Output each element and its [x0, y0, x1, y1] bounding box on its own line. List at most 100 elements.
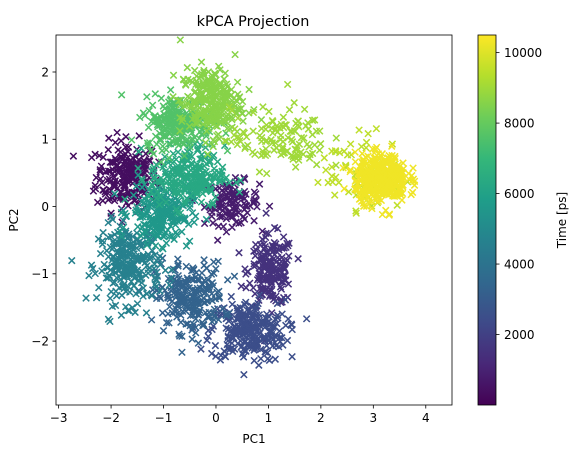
- data-point: [260, 240, 268, 248]
- data-point: [209, 219, 217, 227]
- data-point: [201, 308, 210, 317]
- data-point: [190, 218, 198, 227]
- x-tick-label: 1: [265, 411, 273, 425]
- data-point: [108, 302, 117, 311]
- data-point: [227, 199, 236, 207]
- data-point: [291, 153, 300, 162]
- data-point: [118, 232, 126, 241]
- data-point: [332, 173, 340, 181]
- data-point: [203, 170, 211, 179]
- data-point: [231, 125, 239, 133]
- data-point: [201, 278, 210, 286]
- data-point: [254, 274, 263, 282]
- data-point: [396, 189, 405, 197]
- data-point: [241, 298, 250, 307]
- data-point: [272, 247, 281, 255]
- data-point: [121, 195, 129, 204]
- data-point: [356, 162, 364, 171]
- data-point: [147, 316, 156, 324]
- data-point: [209, 322, 218, 330]
- data-point: [174, 301, 182, 309]
- data-point: [99, 153, 107, 161]
- data-point: [249, 108, 258, 117]
- data-point: [108, 169, 117, 178]
- data-point: [179, 291, 187, 299]
- data-point: [158, 309, 167, 317]
- data-point: [192, 295, 201, 303]
- data-point: [302, 315, 311, 323]
- data-point: [221, 137, 229, 145]
- data-point: [95, 151, 103, 160]
- data-point: [68, 256, 76, 265]
- data-point: [181, 199, 189, 208]
- data-point: [220, 75, 228, 83]
- data-point: [282, 243, 290, 252]
- data-point: [145, 202, 154, 210]
- data-point: [242, 190, 250, 198]
- data-point: [294, 255, 302, 263]
- data-point: [259, 103, 267, 111]
- data-point: [222, 324, 230, 332]
- data-point: [287, 135, 296, 144]
- data-point: [109, 237, 118, 246]
- data-point: [164, 274, 173, 283]
- data-point: [186, 311, 195, 320]
- data-point: [201, 138, 210, 147]
- data-point: [314, 178, 322, 187]
- data-point: [147, 117, 156, 126]
- data-point: [396, 190, 405, 199]
- data-point: [188, 335, 196, 343]
- data-point: [227, 292, 236, 301]
- data-point: [223, 276, 232, 284]
- data-point: [359, 174, 368, 182]
- data-point: [131, 308, 139, 317]
- data-point: [375, 173, 384, 182]
- data-point: [249, 127, 257, 135]
- data-point: [351, 185, 359, 193]
- data-point: [281, 276, 290, 284]
- data-point: [180, 152, 189, 160]
- data-point: [273, 319, 281, 328]
- data-point: [191, 302, 200, 311]
- data-point: [276, 337, 284, 346]
- data-point: [159, 163, 167, 172]
- data-point: [250, 217, 258, 225]
- data-point: [257, 137, 266, 146]
- data-point: [240, 129, 249, 137]
- data-point: [106, 294, 114, 303]
- data-point: [187, 103, 196, 111]
- data-point: [285, 252, 293, 260]
- data-point: [151, 90, 160, 98]
- data-point: [315, 146, 324, 154]
- data-point: [346, 167, 354, 176]
- chart-title: kPCA Projection: [197, 14, 310, 30]
- data-point: [209, 142, 217, 151]
- data-point: [215, 168, 223, 177]
- data-point: [186, 321, 194, 330]
- data-point: [151, 242, 160, 250]
- data-point: [252, 190, 260, 198]
- data-point: [104, 146, 113, 154]
- data-point: [113, 258, 122, 267]
- scatter-points: [68, 36, 419, 379]
- data-point: [209, 136, 217, 144]
- data-point: [223, 87, 231, 95]
- data-point: [262, 169, 271, 178]
- data-point: [290, 99, 298, 107]
- data-point: [262, 209, 270, 217]
- data-point: [212, 265, 220, 273]
- data-point: [252, 246, 261, 255]
- data-point: [125, 306, 134, 315]
- data-point: [193, 115, 201, 123]
- data-point: [266, 285, 274, 293]
- data-point: [148, 247, 157, 255]
- data-point: [277, 285, 286, 293]
- data-point: [144, 235, 152, 244]
- data-point: [185, 122, 194, 131]
- data-point: [352, 207, 360, 215]
- data-point: [168, 216, 177, 225]
- data-point: [257, 255, 266, 264]
- data-point: [232, 178, 241, 187]
- data-point: [156, 294, 165, 303]
